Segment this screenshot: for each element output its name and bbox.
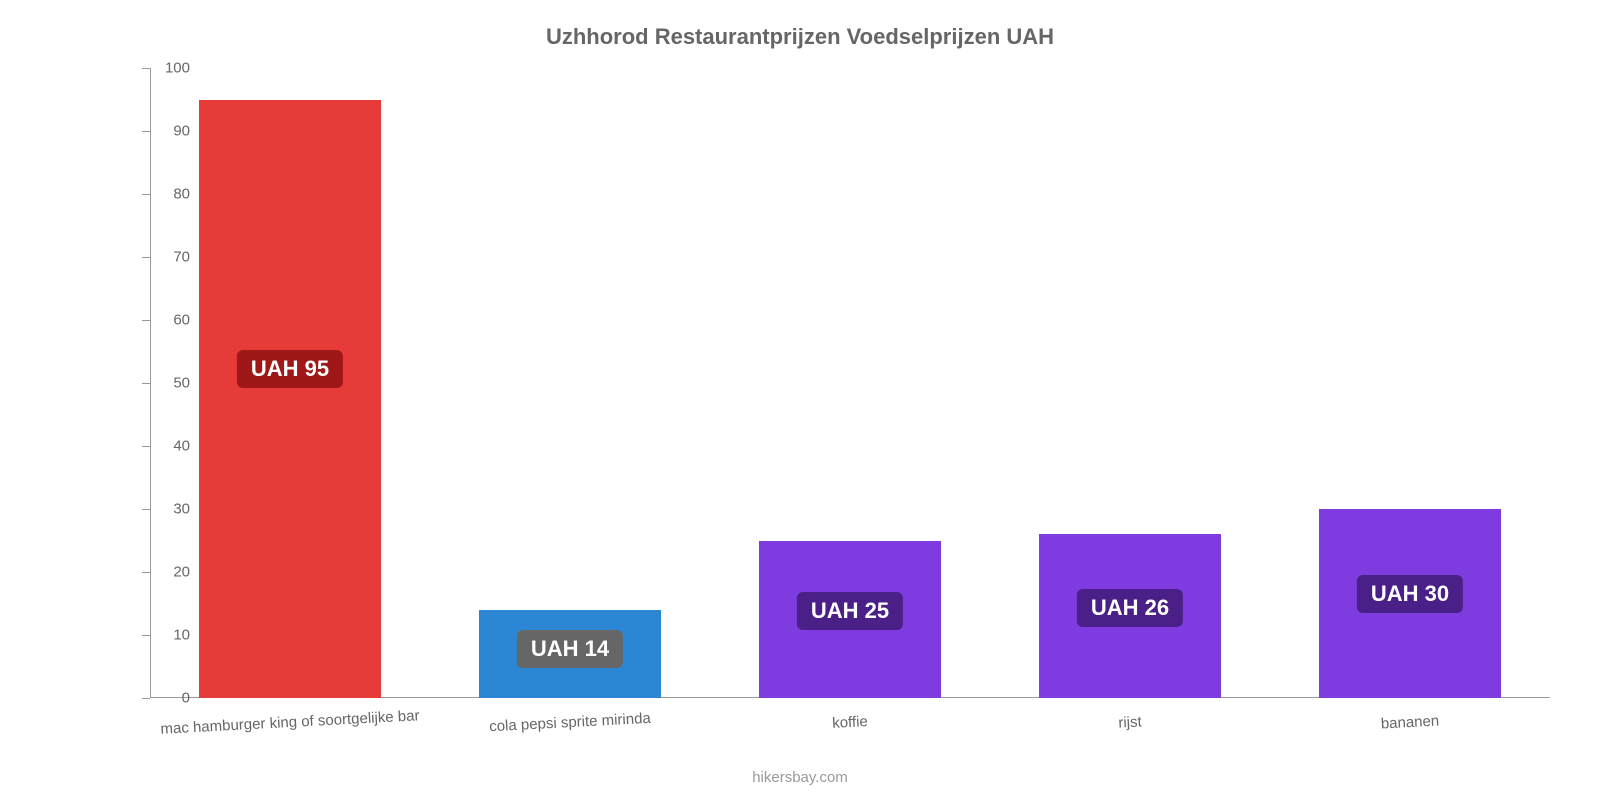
y-axis-line [150, 68, 151, 698]
y-tick-label: 80 [173, 186, 190, 203]
chart-title: Uzhhorod Restaurantprijzen Voedselprijze… [0, 0, 1600, 58]
y-tick-label: 30 [173, 501, 190, 518]
y-tick-label: 100 [165, 60, 190, 77]
y-tick-label: 10 [173, 627, 190, 644]
attribution-text: hikersbay.com [0, 769, 1600, 786]
y-tick [142, 635, 150, 636]
y-tick [142, 257, 150, 258]
chart-bar [199, 100, 381, 699]
x-category-label: mac hamburger king of soortgelijke bar [160, 707, 420, 738]
x-category-label: cola pepsi sprite mirinda [489, 710, 651, 735]
y-tick-label: 60 [173, 312, 190, 329]
x-category-label: bananen [1380, 712, 1439, 732]
y-tick-label: 0 [182, 690, 190, 707]
bar-value-badge: UAH 26 [1077, 589, 1183, 627]
bar-value-badge: UAH 14 [517, 630, 623, 668]
y-tick-label: 40 [173, 438, 190, 455]
y-tick-label: 20 [173, 564, 190, 581]
y-tick [142, 698, 150, 699]
bar-value-badge: UAH 95 [237, 350, 343, 388]
y-tick [142, 509, 150, 510]
bar-value-badge: UAH 30 [1357, 575, 1463, 613]
x-category-label: rijst [1118, 713, 1142, 731]
y-tick-label: 90 [173, 123, 190, 140]
y-tick-label: 70 [173, 249, 190, 266]
y-tick [142, 131, 150, 132]
plot-area: UAH 95 UAH 14 UAH 25 UAH 26 UAH 30 [150, 68, 1550, 698]
y-tick [142, 320, 150, 321]
y-tick [142, 383, 150, 384]
y-tick [142, 446, 150, 447]
x-category-label: koffie [832, 713, 868, 732]
y-tick [142, 68, 150, 69]
y-tick [142, 572, 150, 573]
bar-value-badge: UAH 25 [797, 592, 903, 630]
y-tick-label: 50 [173, 375, 190, 392]
y-tick [142, 194, 150, 195]
